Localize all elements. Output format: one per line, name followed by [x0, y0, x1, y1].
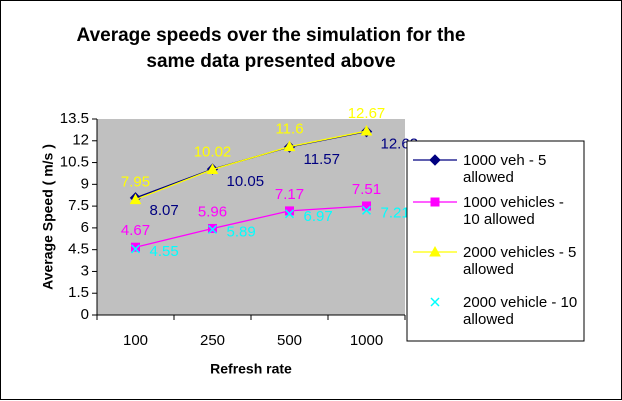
data-label: 11.57 — [304, 151, 340, 168]
marker — [130, 244, 141, 254]
chart-title: Average speeds over the simulation for t… — [76, 25, 466, 72]
legend-box — [406, 140, 585, 342]
x-tick-label: 500 — [277, 332, 302, 349]
data-label: 7.51 — [352, 181, 381, 198]
series-line — [135, 130, 367, 201]
data-label: 5.89 — [227, 223, 256, 240]
y-tick-label: 7.5 — [68, 197, 89, 214]
data-label: 4.67 — [121, 222, 150, 239]
marker-stroke — [284, 209, 295, 219]
data-label: 12.67 — [348, 105, 386, 122]
data-label: 4.55 — [150, 243, 179, 260]
data-label: 7.21 — [381, 204, 410, 221]
data-label: 8.07 — [150, 202, 179, 219]
marker — [283, 140, 296, 152]
marker — [429, 154, 441, 166]
y-tick-label: 6 — [81, 219, 89, 236]
legend-label: 2000 vehicle - 10 allowed — [463, 294, 578, 328]
marker — [285, 206, 294, 216]
y-tick-label: 4.5 — [68, 241, 89, 258]
marker — [362, 201, 371, 211]
y-tick-label: 1.5 — [68, 284, 89, 301]
marker — [429, 245, 441, 257]
series-line — [135, 205, 367, 248]
marker — [430, 197, 440, 207]
y-tick-label: 13.5 — [60, 110, 89, 127]
y-tick-label: 12 — [72, 132, 89, 149]
legend-label: 1000 veh - 5 allowed — [463, 152, 547, 186]
marker-stroke — [430, 297, 440, 307]
x-axis-label: Refresh rate — [210, 361, 292, 377]
marker — [361, 205, 372, 215]
y-axis-label: Average Speed ( m/s ) — [40, 144, 56, 290]
marker-stroke — [361, 205, 372, 215]
y-tick-label: 3 — [81, 262, 89, 279]
legend-label: 1000 vehicles - 10 allowed — [463, 194, 564, 228]
marker — [207, 224, 218, 235]
marker — [430, 297, 440, 307]
marker — [131, 242, 140, 252]
y-tick-label: 10.5 — [60, 154, 89, 171]
marker — [360, 125, 373, 136]
plot-area — [97, 119, 405, 315]
y-tick-label: 9 — [81, 175, 89, 192]
data-label: 11.6 — [275, 121, 303, 138]
marker — [206, 163, 219, 175]
x-tick-label: 1000 — [350, 332, 383, 349]
data-label: 10.05 — [227, 173, 265, 190]
marker-stroke — [130, 244, 141, 254]
data-label: 7.17 — [275, 186, 304, 203]
legend-label: 2000 vehicles - 5 allowed — [463, 244, 577, 278]
data-label: 10.02 — [194, 143, 232, 160]
data-label: 5.96 — [198, 203, 227, 220]
x-tick-label: 100 — [123, 332, 148, 349]
y-tick-label: 0 — [81, 306, 89, 323]
data-label: 7.95 — [121, 174, 150, 191]
x-tick-label: 250 — [200, 332, 225, 349]
marker — [129, 193, 142, 205]
marker-stroke — [207, 224, 218, 235]
marker — [284, 209, 295, 219]
data-label: 6.97 — [304, 208, 333, 225]
